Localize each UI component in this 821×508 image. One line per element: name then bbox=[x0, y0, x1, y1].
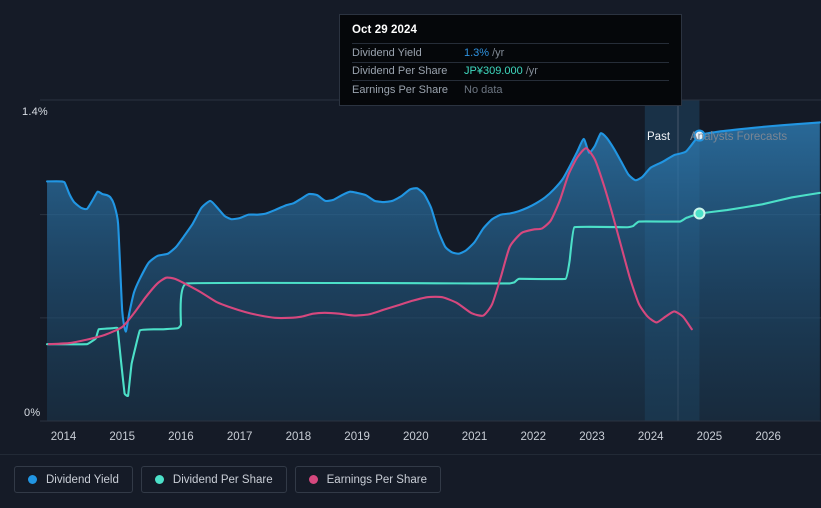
tooltip-row-label: Dividend Yield bbox=[352, 46, 422, 59]
x-axis-tick-2018: 2018 bbox=[285, 431, 312, 443]
past-label: Past bbox=[647, 131, 671, 143]
legend-color-dot-icon bbox=[308, 475, 318, 484]
legend-color-dot-icon bbox=[28, 475, 37, 484]
y-axis-tick-max: 1.4% bbox=[22, 106, 48, 118]
chart-legend: Dividend Yield Dividend Per Share Earnings… bbox=[14, 466, 441, 493]
x-axis-tick-2023: 2023 bbox=[579, 431, 605, 443]
dividend-per-share-line bbox=[45, 191, 821, 398]
y-axis-tick-zero: 0% bbox=[24, 407, 41, 419]
analysts-forecasts-label: Analysts Forecasts bbox=[690, 131, 788, 143]
x-axis-tick-2017: 2017 bbox=[226, 431, 253, 443]
legend-item-label: Earnings Per Share bbox=[326, 473, 427, 486]
tooltip-rows: Dividend Yield 1.3%/yr Dividend Per Share J… bbox=[352, 43, 669, 99]
dividend-per-share-forecast-marker bbox=[693, 207, 706, 220]
tooltip-row-label: Dividend Per Share bbox=[352, 65, 448, 78]
tooltip-row-value: No data bbox=[464, 83, 503, 96]
x-axis: 2014 2015 2016 2017 2018 2019 2020 2021 2022 2023… bbox=[0, 431, 821, 449]
legend-color-dot-icon bbox=[154, 475, 164, 484]
dividend-yield-area bbox=[47, 122, 820, 421]
dividend-yield-line bbox=[45, 121, 821, 333]
x-axis-tick-2022: 2022 bbox=[520, 431, 547, 443]
legend-item-dividend-yield[interactable]: Dividend Yield bbox=[14, 466, 133, 493]
x-axis-tick-2014: 2014 bbox=[50, 431, 77, 443]
legend-item-label: Dividend Yield bbox=[46, 473, 119, 486]
tooltip-row-value: JP¥309.000/yr bbox=[464, 65, 538, 78]
x-axis-tick-2020: 2020 bbox=[403, 431, 429, 443]
legend-item-dividend-per-share[interactable]: Dividend Per Share bbox=[140, 466, 287, 493]
chart-tooltip: Oct 29 2024 Dividend Yield 1.3%/yr Dividen… bbox=[339, 14, 682, 106]
tooltip-row-label: Earnings Per Share bbox=[352, 83, 448, 96]
x-axis-tick-2016: 2016 bbox=[168, 431, 194, 443]
tooltip-row: Dividend Per Share JP¥309.000/yr bbox=[352, 61, 669, 81]
x-axis-tick-2019: 2019 bbox=[344, 431, 370, 443]
legend-item-earnings-per-share[interactable]: Earnings Per Share bbox=[294, 466, 441, 493]
earnings-per-share-line bbox=[47, 147, 693, 346]
x-axis-tick-2015: 2015 bbox=[109, 431, 135, 443]
x-axis-tick-2021: 2021 bbox=[461, 431, 488, 443]
tooltip-row: Dividend Yield 1.3%/yr bbox=[352, 43, 669, 62]
x-axis-tick-2026: 2026 bbox=[755, 431, 781, 443]
tooltip-date: Oct 29 2024 bbox=[352, 24, 418, 36]
footer-divider bbox=[0, 454, 821, 455]
dividend-yield-forecast-marker bbox=[693, 129, 706, 142]
tooltip-row-value: 1.3%/yr bbox=[464, 46, 505, 59]
x-axis-tick-2024: 2024 bbox=[637, 431, 664, 443]
legend-item-label: Dividend Per Share bbox=[172, 473, 273, 486]
tooltip-row: Earnings Per Share No data bbox=[352, 80, 669, 99]
x-axis-tick-2025: 2025 bbox=[696, 431, 723, 443]
